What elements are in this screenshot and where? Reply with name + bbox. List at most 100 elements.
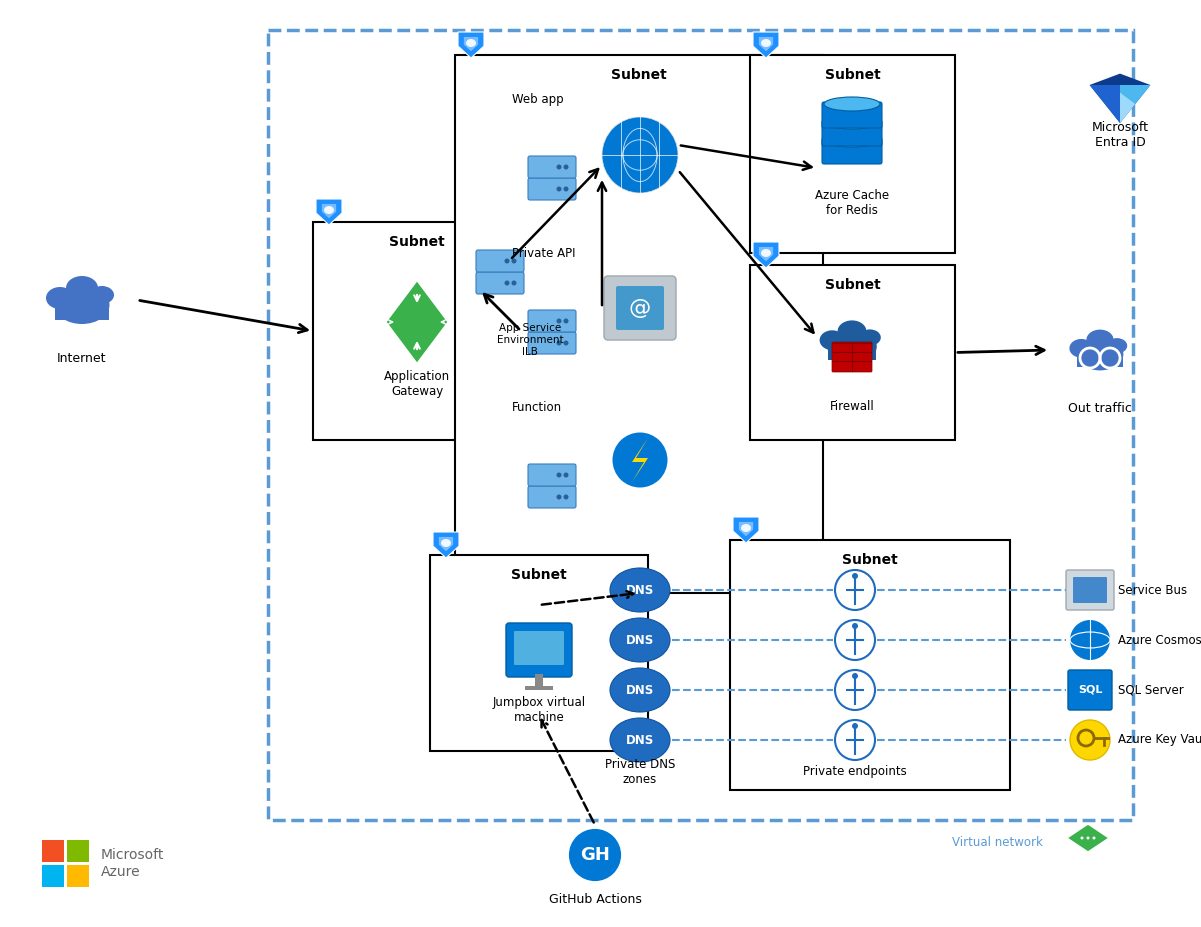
FancyBboxPatch shape — [1068, 670, 1112, 710]
Polygon shape — [434, 532, 459, 558]
Text: DNS: DNS — [626, 633, 655, 646]
Bar — [42, 865, 64, 887]
Bar — [55, 305, 109, 320]
Text: Subnet: Subnet — [842, 553, 898, 567]
Bar — [497, 386, 777, 534]
Bar — [497, 232, 777, 380]
Ellipse shape — [563, 473, 568, 477]
Ellipse shape — [563, 340, 568, 346]
Ellipse shape — [46, 287, 74, 309]
Ellipse shape — [852, 723, 858, 729]
Ellipse shape — [568, 828, 622, 883]
Ellipse shape — [556, 164, 562, 170]
Text: Microsoft
Azure: Microsoft Azure — [101, 848, 165, 879]
FancyBboxPatch shape — [528, 178, 576, 200]
Ellipse shape — [563, 319, 568, 324]
Text: GitHub Actions: GitHub Actions — [549, 893, 641, 906]
Text: GH: GH — [580, 846, 610, 864]
Text: Microsoft
Entra ID: Microsoft Entra ID — [1092, 121, 1148, 149]
Ellipse shape — [1076, 338, 1123, 371]
Text: SQL: SQL — [1077, 685, 1103, 695]
Text: App Service
Environment
ILB: App Service Environment ILB — [497, 324, 563, 357]
Ellipse shape — [610, 568, 670, 612]
Ellipse shape — [610, 668, 670, 712]
Text: Function: Function — [512, 401, 562, 414]
Ellipse shape — [1069, 339, 1093, 358]
Ellipse shape — [66, 276, 98, 300]
Polygon shape — [316, 199, 342, 225]
Ellipse shape — [824, 115, 880, 129]
Ellipse shape — [1081, 836, 1083, 840]
Ellipse shape — [741, 524, 751, 532]
Text: DNS: DNS — [626, 683, 655, 696]
Ellipse shape — [1087, 330, 1113, 350]
Ellipse shape — [610, 618, 670, 662]
Ellipse shape — [610, 718, 670, 762]
Bar — [730, 540, 1010, 790]
Ellipse shape — [466, 39, 476, 47]
Text: Private API: Private API — [512, 247, 575, 260]
Ellipse shape — [512, 259, 516, 263]
FancyBboxPatch shape — [821, 138, 882, 164]
Ellipse shape — [602, 117, 679, 193]
Ellipse shape — [512, 281, 516, 286]
Text: SQL Server: SQL Server — [1118, 683, 1184, 696]
FancyBboxPatch shape — [832, 342, 872, 372]
Text: DNS: DNS — [626, 733, 655, 746]
Ellipse shape — [556, 319, 562, 324]
Ellipse shape — [852, 673, 858, 679]
Ellipse shape — [859, 329, 880, 346]
Ellipse shape — [1093, 836, 1095, 840]
FancyBboxPatch shape — [821, 120, 882, 146]
Polygon shape — [753, 32, 779, 58]
Bar — [313, 222, 521, 440]
Ellipse shape — [819, 330, 844, 350]
Ellipse shape — [504, 281, 509, 286]
Text: Private endpoints: Private endpoints — [803, 766, 907, 779]
Text: Azure Cosmos DB: Azure Cosmos DB — [1118, 633, 1201, 646]
Ellipse shape — [852, 623, 858, 629]
Text: Virtual network: Virtual network — [952, 835, 1042, 848]
Ellipse shape — [613, 433, 668, 488]
FancyBboxPatch shape — [528, 332, 576, 354]
FancyBboxPatch shape — [528, 464, 576, 486]
Text: Firewall: Firewall — [830, 400, 874, 413]
Text: Out traffic: Out traffic — [1068, 402, 1131, 415]
Text: Service Bus: Service Bus — [1118, 583, 1187, 596]
Bar — [534, 674, 543, 686]
Ellipse shape — [563, 186, 568, 192]
Ellipse shape — [837, 321, 866, 342]
Bar — [525, 686, 552, 690]
Ellipse shape — [441, 539, 452, 547]
FancyBboxPatch shape — [1072, 577, 1107, 603]
Ellipse shape — [324, 206, 334, 214]
Ellipse shape — [824, 133, 880, 147]
Bar — [749, 55, 955, 253]
Bar — [268, 30, 1133, 820]
Bar — [455, 55, 823, 593]
FancyBboxPatch shape — [528, 486, 576, 508]
Polygon shape — [438, 537, 453, 552]
Ellipse shape — [852, 573, 858, 579]
Polygon shape — [739, 522, 753, 536]
FancyBboxPatch shape — [604, 276, 676, 340]
Bar — [497, 78, 777, 226]
Ellipse shape — [90, 286, 114, 304]
Ellipse shape — [761, 249, 771, 257]
Polygon shape — [1066, 824, 1109, 852]
Polygon shape — [458, 32, 484, 58]
Polygon shape — [759, 247, 773, 261]
Ellipse shape — [556, 473, 562, 477]
Polygon shape — [1089, 85, 1121, 123]
FancyBboxPatch shape — [1066, 570, 1115, 610]
FancyBboxPatch shape — [506, 623, 572, 677]
FancyBboxPatch shape — [528, 156, 576, 178]
Bar — [430, 555, 649, 751]
Bar — [1077, 354, 1123, 367]
Text: Azure Cache
for Redis: Azure Cache for Redis — [815, 189, 889, 217]
Ellipse shape — [1107, 338, 1128, 353]
Text: Application
Gateway: Application Gateway — [384, 370, 450, 398]
Bar — [67, 840, 89, 862]
Ellipse shape — [1070, 620, 1110, 660]
Text: Jumpbox virtual
machine: Jumpbox virtual machine — [492, 696, 586, 724]
